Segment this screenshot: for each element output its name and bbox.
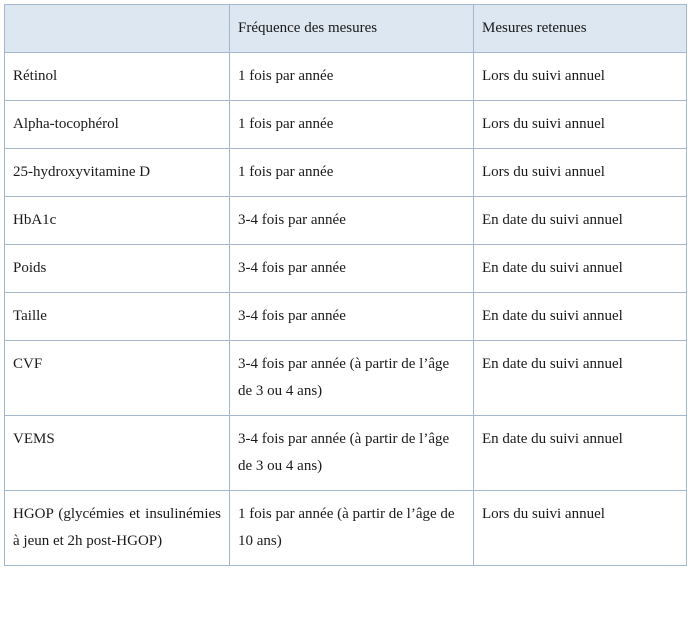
- header-cell-empty: [5, 5, 230, 53]
- frequency-cell: 1 fois par année (à partir de l’âge de 1…: [230, 491, 474, 566]
- retained-cell: En date du suivi annuel: [474, 293, 687, 341]
- frequency-cell: 3-4 fois par année: [230, 245, 474, 293]
- table-row: 25-hydroxyvitamine D 1 fois par année Lo…: [5, 149, 687, 197]
- measures-table: Fréquence des mesures Mesures retenues R…: [4, 4, 687, 566]
- table-row: HbA1c 3-4 fois par année En date du suiv…: [5, 197, 687, 245]
- retained-cell: Lors du suivi annuel: [474, 149, 687, 197]
- parameter-name: Rétinol: [5, 53, 230, 101]
- frequency-cell: 3-4 fois par année (à partir de l’âge de…: [230, 341, 474, 416]
- parameter-name: CVF: [5, 341, 230, 416]
- retained-cell: En date du suivi annuel: [474, 245, 687, 293]
- retained-cell: En date du suivi annuel: [474, 341, 687, 416]
- table-row: CVF 3-4 fois par année (à partir de l’âg…: [5, 341, 687, 416]
- header-cell-retenues: Mesures retenues: [474, 5, 687, 53]
- retained-cell: Lors du suivi annuel: [474, 101, 687, 149]
- frequency-cell: 3-4 fois par année: [230, 197, 474, 245]
- frequency-cell: 3-4 fois par année: [230, 293, 474, 341]
- parameter-name: HbA1c: [5, 197, 230, 245]
- parameter-name: VEMS: [5, 416, 230, 491]
- table-row: Rétinol 1 fois par année Lors du suivi a…: [5, 53, 687, 101]
- table-header-row: Fréquence des mesures Mesures retenues: [5, 5, 687, 53]
- retained-cell: Lors du suivi annuel: [474, 53, 687, 101]
- frequency-cell: 1 fois par année: [230, 101, 474, 149]
- table-row: Alpha-tocophérol 1 fois par année Lors d…: [5, 101, 687, 149]
- frequency-cell: 3-4 fois par année (à partir de l’âge de…: [230, 416, 474, 491]
- table-row: HGOP (glycémies et insulinémies à jeun e…: [5, 491, 687, 566]
- table-row: Poids 3-4 fois par année En date du suiv…: [5, 245, 687, 293]
- retained-cell: En date du suivi annuel: [474, 416, 687, 491]
- parameter-name: 25-hydroxyvitamine D: [5, 149, 230, 197]
- retained-cell: Lors du suivi annuel: [474, 491, 687, 566]
- parameter-name: HGOP (glycémies et insulinémies à jeun e…: [5, 491, 230, 566]
- parameter-name: Alpha-tocophérol: [5, 101, 230, 149]
- parameter-name: Poids: [5, 245, 230, 293]
- retained-cell: En date du suivi annuel: [474, 197, 687, 245]
- parameter-name: Taille: [5, 293, 230, 341]
- frequency-cell: 1 fois par année: [230, 149, 474, 197]
- frequency-cell: 1 fois par année: [230, 53, 474, 101]
- table-row: Taille 3-4 fois par année En date du sui…: [5, 293, 687, 341]
- table-row: VEMS 3-4 fois par année (à partir de l’â…: [5, 416, 687, 491]
- header-cell-frequence: Fréquence des mesures: [230, 5, 474, 53]
